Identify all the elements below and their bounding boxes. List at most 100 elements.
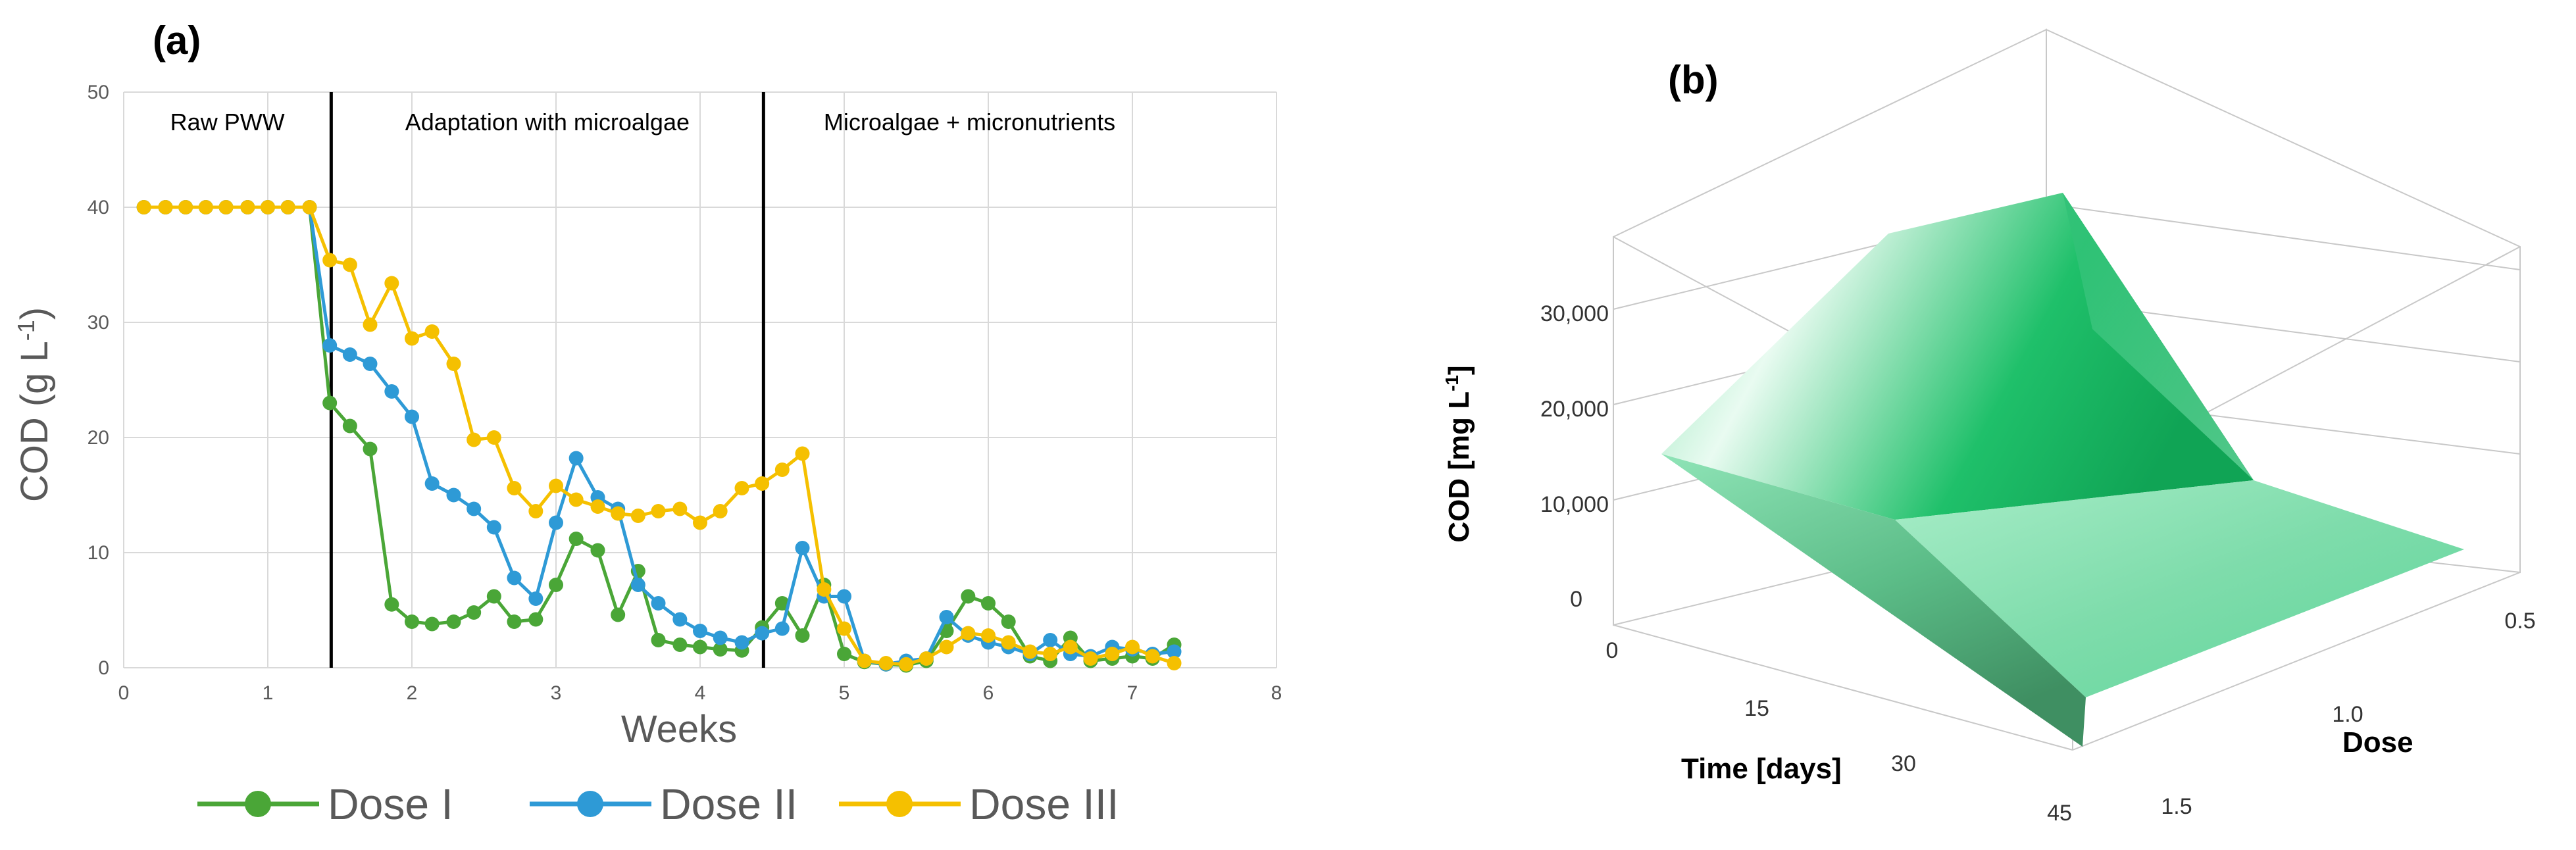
series-2-point-39 — [939, 639, 954, 655]
panel-b-x-tick-2: 30 — [1891, 751, 1916, 776]
series-2-point-45 — [1063, 639, 1078, 655]
series-0-point-23 — [611, 607, 626, 622]
panel-a-phase-boundaries — [329, 92, 765, 668]
series-2-point-21 — [568, 492, 584, 507]
series-2-point-1 — [158, 200, 173, 214]
panel-a-x-tick-6: 6 — [983, 682, 994, 704]
series-1-point-29 — [734, 635, 749, 650]
panel-b-z-axis-title: COD [mg L-1] — [1442, 365, 1475, 542]
series-2-point-6 — [261, 200, 275, 214]
panel-b-z-tick-0: 0 — [1570, 587, 1582, 612]
panel-a-x-tick-7: 7 — [1127, 682, 1138, 704]
series-2-point-41 — [981, 628, 996, 643]
panel-a-region-label-1: Adaptation with microalgae — [405, 109, 690, 136]
panel-a-x-ticks: 0 1 2 3 4 5 6 7 8 — [118, 682, 1282, 704]
series-2-point-14 — [424, 324, 440, 339]
series-0-point-18 — [507, 614, 522, 629]
series-2-point-49 — [1145, 649, 1160, 664]
series-1-point-9 — [322, 338, 338, 353]
series-1-point-34 — [837, 589, 851, 604]
series-2-point-0 — [136, 200, 151, 214]
panel-a-x-tick-5: 5 — [839, 682, 850, 704]
series-1-point-21 — [568, 451, 584, 466]
panel-a-grid — [123, 91, 1277, 668]
panel-a-series — [136, 200, 1182, 673]
series-0-point-34 — [837, 647, 851, 661]
series-1-point-16 — [467, 501, 482, 516]
panel-a-y-axis-title-close: ) — [13, 307, 56, 320]
panel-a-legend: Dose I Dose II Dose III — [197, 780, 1119, 828]
series-0-point-42 — [1001, 614, 1016, 629]
legend-marker-2 — [886, 791, 913, 817]
series-0-point-14 — [424, 616, 440, 632]
series-2-point-28 — [713, 504, 728, 518]
series-line-2 — [143, 205, 1175, 666]
series-2-point-32 — [795, 446, 810, 461]
series-2-point-47 — [1105, 647, 1120, 661]
panel-b-floor-right — [2072, 572, 2521, 751]
series-2-point-31 — [774, 463, 790, 477]
panel-a-x-tick-0: 0 — [118, 682, 130, 704]
series-0-point-27 — [693, 639, 707, 655]
series-2-point-29 — [734, 481, 749, 495]
series-2-point-36 — [878, 656, 894, 670]
series-2-point-16 — [467, 432, 482, 447]
panel-a-x-axis-title: Weeks — [621, 708, 737, 751]
series-2-point-26 — [672, 501, 688, 516]
series-dose-iii — [136, 200, 1182, 672]
series-2-point-10 — [342, 257, 357, 272]
series-0-point-21 — [568, 532, 584, 546]
series-1-point-31 — [774, 621, 790, 636]
series-1-point-32 — [795, 541, 810, 555]
series-0-point-11 — [363, 441, 378, 457]
series-1-point-24 — [630, 578, 645, 592]
panel-a-y-axis-title-main: COD (g L — [13, 341, 56, 502]
series-1-point-44 — [1043, 633, 1058, 647]
series-2-point-8 — [302, 200, 317, 214]
panel-b-label: (b) — [1668, 58, 1719, 102]
series-1-point-27 — [693, 624, 707, 638]
series-2-point-33 — [817, 582, 832, 597]
series-dose-ii — [136, 200, 1182, 672]
panel-a-y-tick-5: 50 — [88, 82, 109, 103]
panel-a-y-tick-0: 0 — [98, 657, 109, 679]
series-1-point-15 — [446, 488, 461, 503]
series-2-point-12 — [384, 276, 399, 291]
series-2-point-40 — [961, 626, 976, 641]
panel-a-y-tick-3: 30 — [88, 312, 109, 334]
panel-a-label: (a) — [153, 18, 201, 63]
panel-b-surface-right — [1895, 480, 2464, 697]
legend-item-0: Dose I — [197, 780, 453, 828]
series-0-point-16 — [467, 605, 482, 620]
series-2-point-9 — [322, 253, 338, 268]
panel-b-surface-lower — [1661, 454, 2086, 747]
legend-marker-1 — [577, 791, 603, 817]
series-0-point-20 — [549, 578, 563, 592]
series-2-point-3 — [198, 200, 213, 214]
series-line-1 — [143, 205, 1174, 666]
series-2-point-18 — [507, 481, 522, 495]
series-2-point-44 — [1043, 647, 1058, 661]
series-2-point-30 — [755, 476, 770, 491]
panel-b-z-tick-2: 20,000 — [1540, 397, 1609, 422]
panel-a-x-tick-2: 2 — [407, 682, 418, 704]
panel-b-y-tick-0: 0.5 — [2504, 609, 2535, 634]
panel-b-surface — [1661, 193, 2464, 747]
series-1-point-12 — [384, 384, 399, 399]
panel-a-x-tick-1: 1 — [263, 682, 274, 704]
panel-b-x-tick-3: 45 — [2047, 801, 2072, 826]
panel-b-y-axis-title: Dose — [2342, 726, 2413, 759]
panel-a-y-axis-title: COD (g L-1) — [13, 307, 56, 502]
series-2-point-20 — [549, 478, 563, 493]
panel-b-x-ticks: 0 15 30 45 — [1606, 638, 2072, 826]
series-2-point-48 — [1125, 639, 1140, 655]
panel-b-x-tick-0: 0 — [1606, 638, 1619, 663]
series-2-point-37 — [899, 657, 914, 672]
series-0-point-41 — [981, 596, 996, 611]
panel-a-x-tick-3: 3 — [551, 682, 562, 704]
panel-b-z-axis-title-sup: -1 — [1442, 375, 1462, 391]
legend-label-0: Dose I — [328, 780, 453, 828]
series-1-point-10 — [342, 347, 357, 362]
series-2-point-38 — [919, 651, 934, 666]
